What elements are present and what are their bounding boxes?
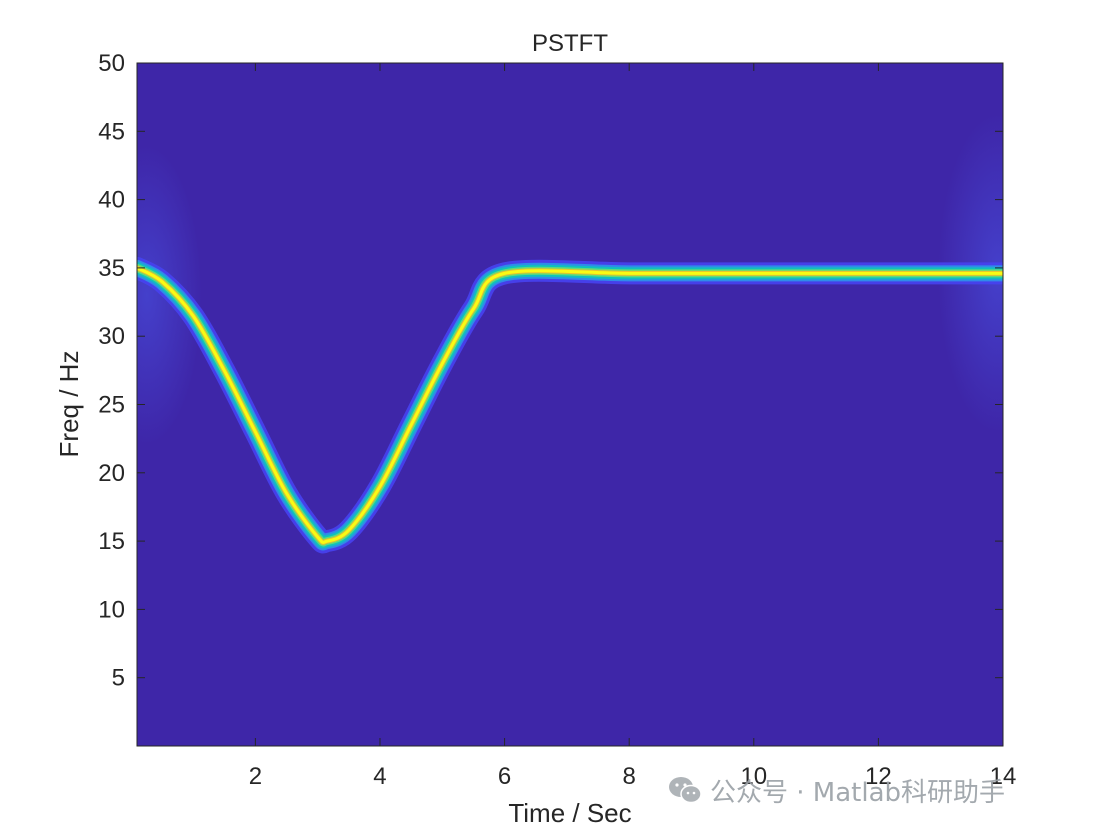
x-tick-label: 12 xyxy=(865,763,892,790)
watermark: 公众号 · Matlab科研助手 xyxy=(668,770,1005,810)
x-axis-label: Time / Sec xyxy=(508,798,631,828)
y-axis-label: Freq / Hz xyxy=(54,351,84,458)
y-tick-label: 35 xyxy=(98,255,125,282)
x-tick-label: 2 xyxy=(249,763,262,790)
x-tick-label: 10 xyxy=(740,763,767,790)
ridge-layer xyxy=(137,256,1003,554)
y-tick-label: 40 xyxy=(98,187,125,214)
y-tick-label: 50 xyxy=(98,50,125,77)
x-tick-label: 6 xyxy=(498,763,511,790)
x-tick-label: 8 xyxy=(623,763,636,790)
ridge-core xyxy=(137,266,1003,544)
x-tick-label: 4 xyxy=(373,763,386,790)
y-axis: 5 10 15 20 25 30 35 40 45 50 xyxy=(98,50,1003,692)
y-tick-label: 20 xyxy=(98,460,125,487)
y-tick-label: 15 xyxy=(98,528,125,555)
x-tick-label: 14 xyxy=(990,763,1017,790)
y-tick-label: 10 xyxy=(98,596,125,623)
y-tick-label: 5 xyxy=(112,665,125,692)
y-tick-label: 45 xyxy=(98,118,125,145)
y-tick-label: 25 xyxy=(98,392,125,419)
y-tick-label: 30 xyxy=(98,323,125,350)
x-axis: 2 4 6 8 10 12 14 xyxy=(249,63,1017,790)
watermark-text: 公众号 · Matlab科研助手 xyxy=(710,777,1006,808)
plot-area xyxy=(137,63,1003,746)
wechat-icon xyxy=(669,777,702,804)
chart-title: PSTFT xyxy=(532,30,608,57)
